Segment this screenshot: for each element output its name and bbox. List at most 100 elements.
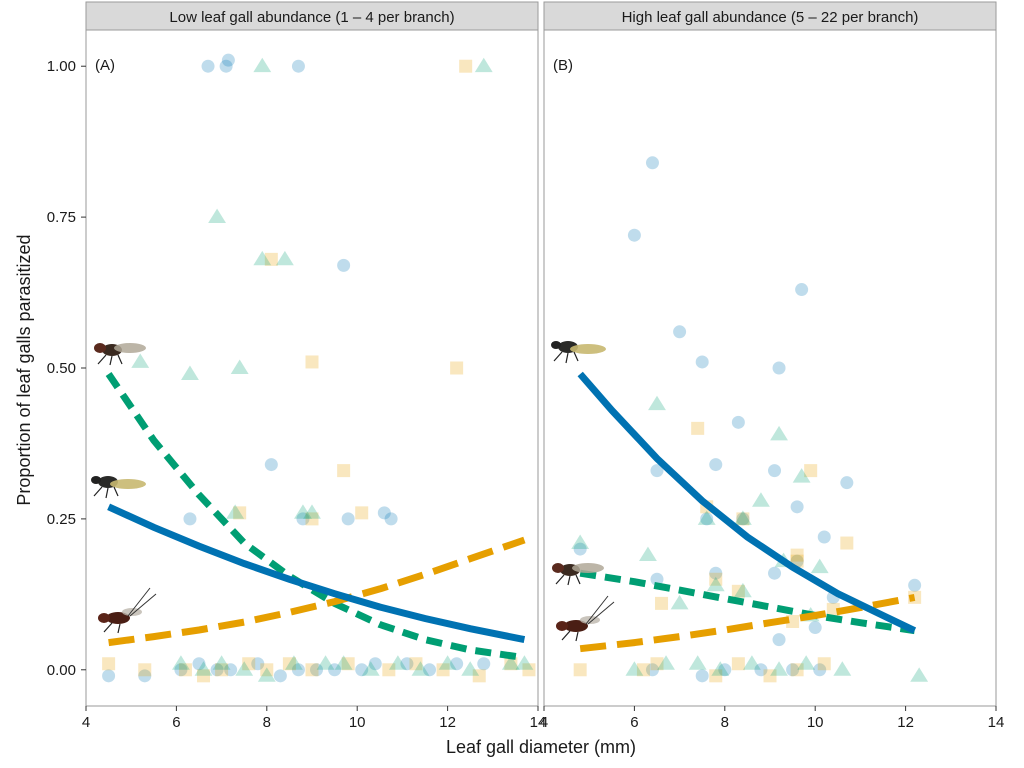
data-point-triangle (411, 661, 430, 676)
panel-b-border (543, 29, 997, 707)
data-point-square (650, 657, 664, 671)
data-point-triangle (253, 57, 272, 73)
x-tick-label: 12 (439, 714, 456, 731)
data-point-circle (795, 283, 809, 297)
data-point-triangle (438, 655, 457, 670)
data-point-circle (423, 663, 437, 677)
data-point-circle (264, 458, 278, 472)
data-point-circle (768, 566, 782, 580)
data-point-square (709, 669, 723, 683)
data-point-circle (328, 663, 342, 677)
data-point-square (826, 602, 840, 616)
panel-b-tag: (B) (553, 57, 573, 74)
data-point-triangle (625, 661, 644, 676)
data-point-circle (355, 663, 369, 677)
data-point-square (282, 657, 296, 671)
data-point-triangle (733, 582, 752, 598)
data-point-triangle (388, 655, 407, 670)
data-point-triangle (294, 504, 312, 519)
data-point-triangle (131, 353, 150, 368)
data-point-triangle (770, 661, 788, 676)
data-point-square (305, 355, 319, 369)
data-point-square (817, 657, 831, 671)
data-point-triangle (706, 576, 725, 592)
data-point-triangle (670, 594, 689, 610)
data-point-circle (573, 542, 587, 556)
data-point-square (522, 663, 536, 677)
panel-a-tag: (A) (95, 57, 115, 74)
data-point-circle (700, 512, 714, 526)
data-point-triangle (235, 661, 254, 676)
data-point-circle (772, 361, 786, 375)
data-point-triangle (770, 425, 788, 441)
data-point-circle (709, 566, 723, 580)
data-point-circle (219, 59, 233, 73)
data-point-square (242, 657, 256, 671)
data-point-triangle (639, 546, 657, 562)
data-point-triangle (284, 655, 303, 670)
data-point-circle (291, 59, 305, 73)
panel-a-marks (102, 53, 536, 683)
data-point-circle (695, 355, 709, 369)
fit-curve-green (579, 569, 916, 635)
x-axis-title: Leaf gall diameter (mm) (446, 737, 636, 757)
data-point-square (736, 512, 750, 526)
x-tick-label: 8 (721, 714, 729, 731)
data-point-circle (138, 669, 152, 683)
data-point-circle (790, 500, 804, 514)
panel-b: High leaf gall abundance (5 – 22 per bra… (543, 1, 997, 707)
y-tick-label: 0.50 (47, 360, 76, 377)
data-point-square (341, 657, 355, 671)
data-point-triangle (474, 57, 493, 73)
data-point-square (790, 548, 804, 562)
data-point-circle (772, 633, 786, 647)
data-point-triangle (226, 504, 245, 519)
x-tick-label: 6 (172, 714, 180, 731)
strip-b-label: High leaf gall abundance (5 – 22 per bra… (622, 9, 919, 26)
data-point-square (337, 464, 351, 478)
y-axis: 0.00 0.25 0.50 0.75 1.00 (47, 58, 86, 679)
fit-curve-orange (579, 593, 916, 653)
data-point-circle (786, 663, 800, 677)
data-point-square (215, 663, 229, 677)
strip-a-background (85, 1, 539, 31)
y-tick-label: 1.00 (47, 58, 76, 75)
data-point-triangle (316, 655, 335, 670)
data-point-triangle (688, 655, 707, 670)
data-point-circle (768, 464, 782, 478)
x-axis-b: 4 6 8 10 12 14 (540, 706, 1004, 731)
panel-b-marks (571, 156, 929, 683)
data-point-triangle (833, 661, 852, 676)
data-point-square (305, 663, 319, 677)
data-point-square (731, 657, 745, 671)
data-point-square (436, 663, 450, 677)
data-point-triangle (257, 667, 276, 682)
data-point-circle (201, 59, 215, 73)
data-point-circle (384, 512, 398, 526)
data-point-triangle (657, 655, 675, 670)
data-point-circle (627, 228, 641, 242)
y-tick-label: 0.00 (47, 662, 76, 679)
data-point-square (233, 506, 247, 520)
data-point-circle (310, 663, 324, 677)
x-tick-label: 10 (807, 714, 824, 731)
data-point-circle (291, 663, 305, 677)
data-point-square (655, 596, 669, 610)
data-point-square (260, 663, 274, 677)
data-point-square (763, 669, 777, 683)
data-point-square (355, 506, 369, 520)
data-point-square (102, 657, 116, 671)
data-point-triangle (275, 250, 294, 266)
data-point-circle (808, 621, 822, 635)
data-point-triangle (230, 359, 249, 374)
data-point-square (305, 512, 319, 526)
fit-curve-blue (577, 371, 917, 634)
data-point-circle (645, 663, 659, 677)
data-point-circle (296, 512, 310, 526)
data-point-circle (645, 156, 659, 170)
data-point-square (450, 361, 464, 375)
data-point-triangle (910, 667, 929, 682)
data-point-circle (840, 476, 854, 490)
data-point-square (636, 663, 650, 677)
data-point-circle (221, 53, 235, 67)
